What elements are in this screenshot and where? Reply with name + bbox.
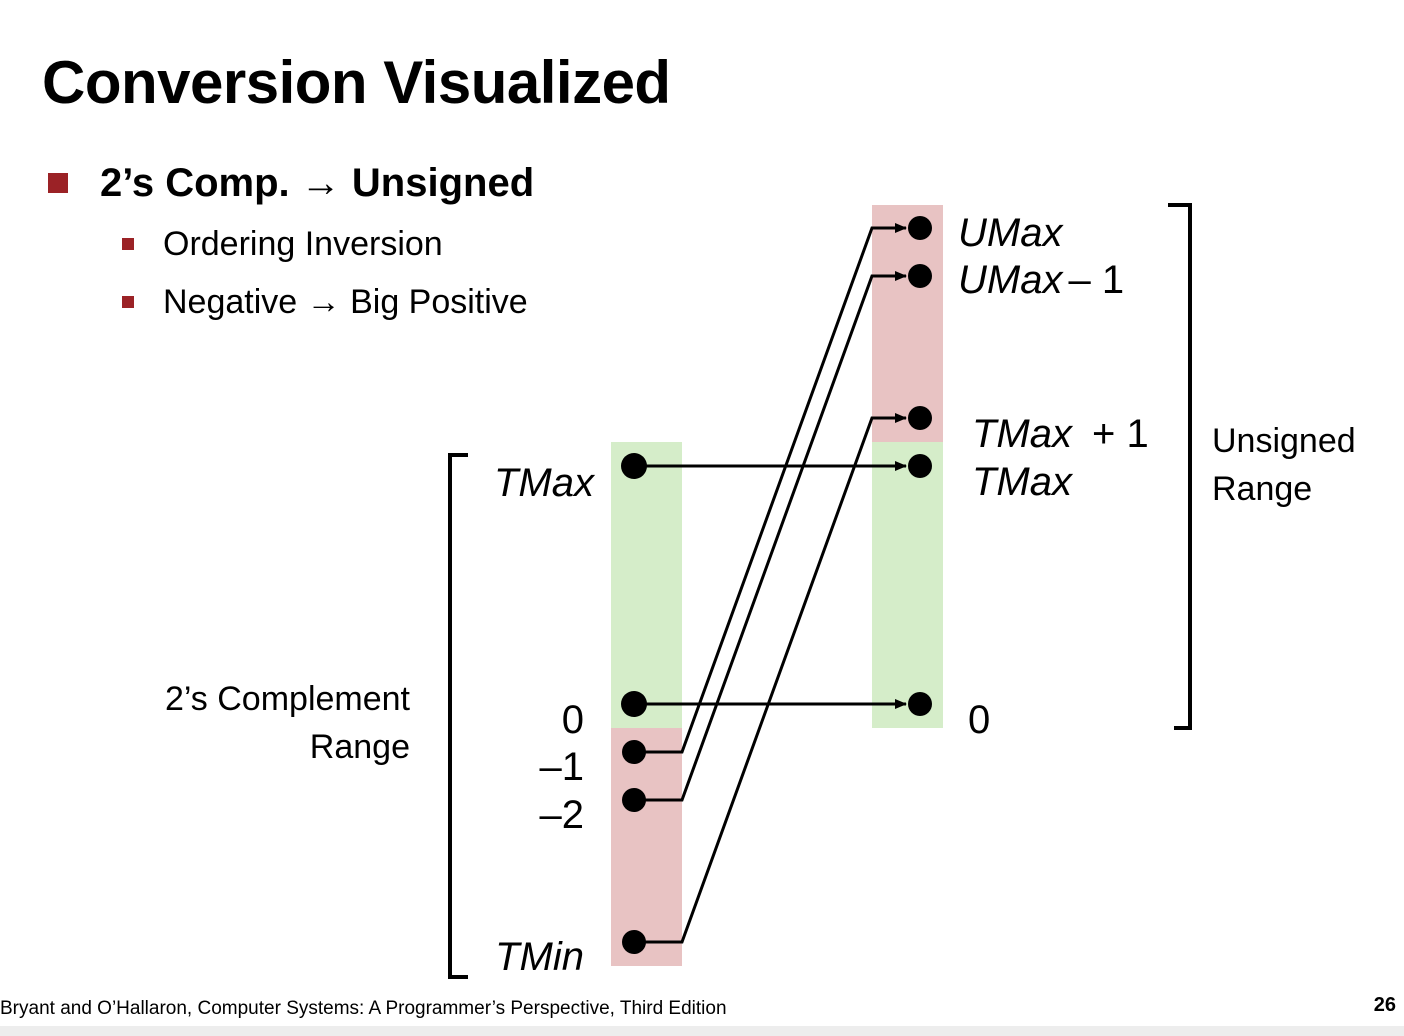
arrow-minus2-to-umax-minus1: [634, 271, 907, 802]
page-number: 26: [1373, 994, 1396, 1016]
bullet-square-small-icon: [122, 238, 134, 250]
dot-right-tmax: [908, 454, 932, 478]
dot-right-tmax-plus1: [908, 406, 932, 430]
bottom-rule: [0, 1026, 1404, 1036]
bullet-sub-negative-text: Negative → Big Positive: [163, 282, 528, 321]
bullet-main-text: 2’s Comp. → Unsigned: [100, 160, 535, 205]
bullet-sub-ordering: Ordering Inversion: [122, 224, 443, 264]
footer-source: Bryant and O’Hallaron, Computer Systems:…: [0, 998, 727, 1019]
slide-title: Conversion Visualized: [42, 49, 671, 116]
unsigned-range-label-line1: Unsigned: [1212, 422, 1356, 460]
label-right-umax-minus1-main: UMax: [958, 258, 1064, 302]
label-right-tmax-plus1-suffix: + 1: [1092, 412, 1149, 456]
unsigned-upper-band: [872, 205, 943, 442]
arrow-minus1-to-umax: [634, 223, 907, 754]
unsigned-lower-band: [872, 442, 943, 728]
bullet-main: 2’s Comp. → Unsigned: [48, 160, 534, 206]
dot-left-tmax: [621, 453, 647, 479]
label-right-tmax: TMax: [972, 460, 1074, 504]
bullet-square-small-icon: [122, 296, 134, 308]
label-left-minus1: –1: [540, 745, 585, 789]
unsigned-range-label-line2: Range: [1212, 470, 1312, 508]
dot-left-tmin: [622, 930, 646, 954]
twos-range-label-line1: 2’s Complement: [165, 680, 411, 718]
arrow-tmin-to-tmax-plus1: [634, 413, 907, 944]
twos-nonnegative-band: [611, 442, 682, 728]
dot-right-umax: [908, 216, 932, 240]
dot-right-zero: [908, 692, 932, 716]
label-left-zero: 0: [562, 698, 584, 742]
twos-negative-band: [611, 728, 682, 966]
dot-right-umax-minus1: [908, 264, 932, 288]
bullet-square-icon: [48, 173, 68, 193]
bullet-sub-negative: Negative → Big Positive: [122, 282, 528, 322]
label-right-tmax-plus1-main: TMax: [972, 412, 1074, 456]
twos-range-bracket: [448, 453, 468, 979]
dot-left-zero: [621, 691, 647, 717]
label-right-umax-minus1-suffix: – 1: [1068, 258, 1124, 302]
unsigned-range-bracket: [1168, 203, 1192, 730]
label-right-umax: UMax: [958, 211, 1064, 255]
twos-range-label-line2: Range: [310, 728, 410, 766]
label-right-tmax-plus1: TMax + 1: [972, 412, 1149, 456]
label-right-zero: 0: [968, 698, 990, 742]
label-left-tmax: TMax: [494, 461, 596, 505]
label-left-minus2: –2: [540, 793, 585, 837]
dot-left-minus2: [622, 788, 646, 812]
dot-left-minus1: [622, 740, 646, 764]
label-left-tmin: TMin: [495, 935, 584, 979]
label-right-umax-minus1: UMax – 1: [958, 258, 1124, 302]
bullet-sub-ordering-text: Ordering Inversion: [163, 224, 443, 263]
